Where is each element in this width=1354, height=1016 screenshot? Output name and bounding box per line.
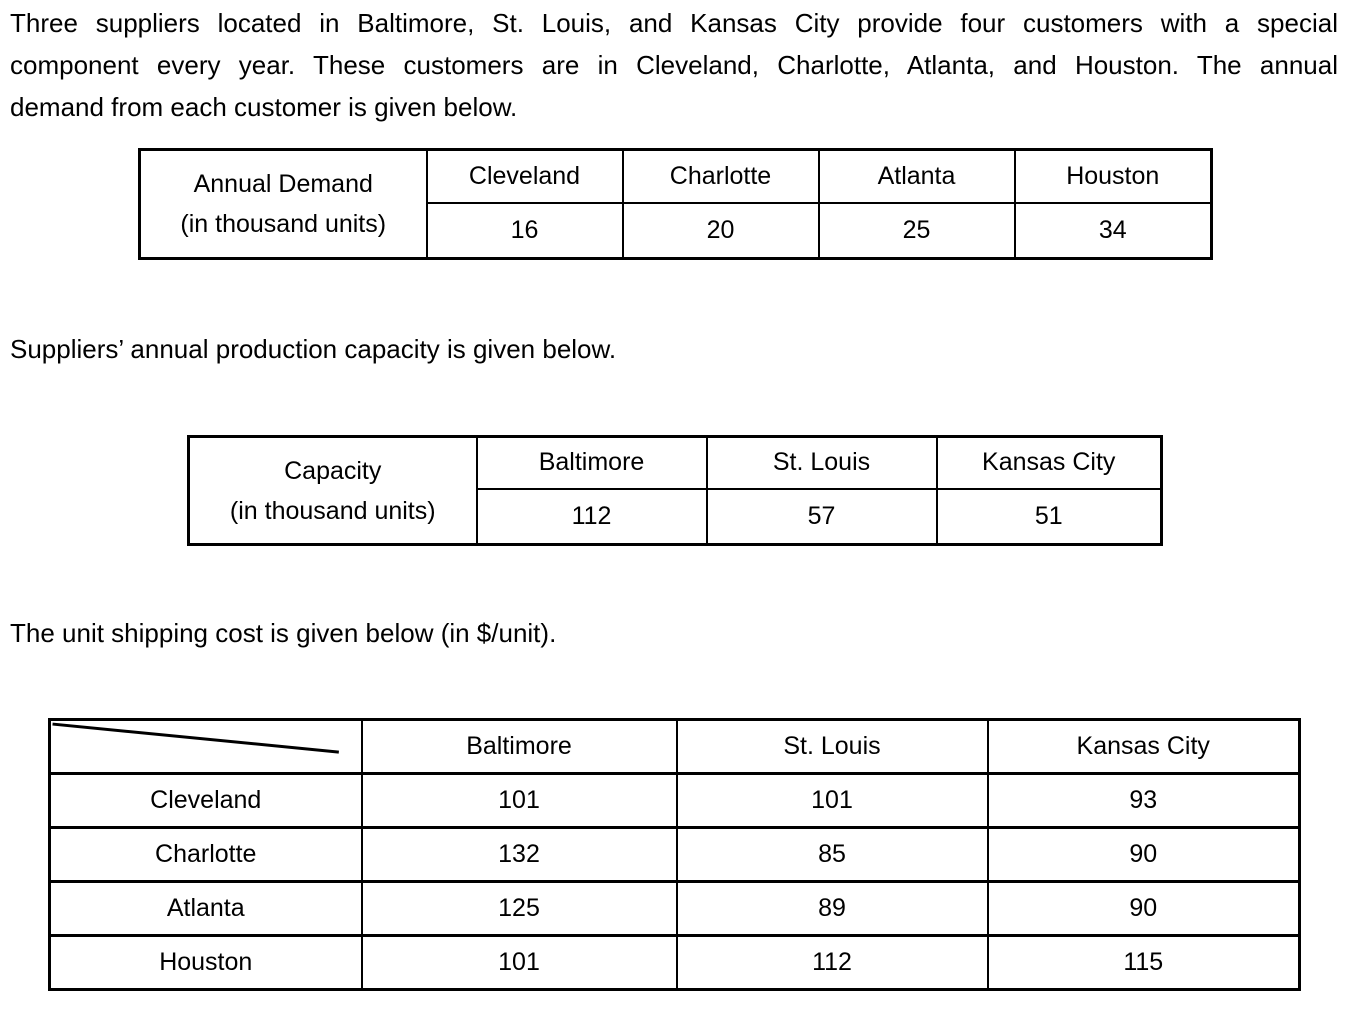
shipping-row-label: Charlotte bbox=[48, 826, 363, 883]
shipping-cost-table: Baltimore St. Louis Kansas City Clevelan… bbox=[48, 718, 1301, 991]
diagonal-line bbox=[52, 722, 339, 754]
intro-line: demand from each customer is given below… bbox=[10, 92, 518, 122]
demand-value: 16 bbox=[425, 201, 624, 260]
capacity-value: 112 bbox=[475, 487, 708, 546]
shipping-column-header: Kansas City bbox=[986, 718, 1301, 775]
capacity-value: 57 bbox=[705, 487, 938, 546]
capacity-label-line2: (in thousand units) bbox=[229, 496, 436, 525]
capacity-column-header: Kansas City bbox=[935, 435, 1163, 490]
capacity-column-header: St. Louis bbox=[705, 435, 938, 490]
shipping-cost-value: 115 bbox=[986, 934, 1301, 991]
shipping-cost-value: 85 bbox=[675, 826, 989, 883]
shipping-paragraph: The unit shipping cost is given below (i… bbox=[10, 618, 557, 648]
shipping-cost-value: 101 bbox=[360, 772, 678, 829]
shipping-row-cleveland: Cleveland 101 101 93 bbox=[48, 772, 1301, 829]
shipping-cost-value: 125 bbox=[360, 880, 678, 937]
demand-column-header: Houston bbox=[1013, 148, 1213, 204]
capacity-column-header: Baltimore bbox=[475, 435, 708, 490]
demand-value: 20 bbox=[621, 201, 820, 260]
capacity-value: 51 bbox=[935, 487, 1163, 546]
capacity-label-line1: Capacity bbox=[284, 456, 382, 485]
shipping-column-header: Baltimore bbox=[360, 718, 678, 775]
demand-value: 34 bbox=[1013, 201, 1213, 260]
shipping-row-houston: Houston 101 112 115 bbox=[48, 934, 1301, 991]
shipping-cost-value: 90 bbox=[986, 880, 1301, 937]
capacity-paragraph: Suppliers’ annual production capacity is… bbox=[10, 334, 617, 364]
shipping-row-label: Cleveland bbox=[48, 772, 363, 829]
shipping-row-atlanta: Atlanta 125 89 90 bbox=[48, 880, 1301, 937]
shipping-row-label: Houston bbox=[48, 934, 363, 991]
demand-label-line1: Annual Demand bbox=[193, 170, 373, 198]
demand-label-line2: (in thousand units) bbox=[180, 210, 387, 238]
annual-demand-table: Annual Demand (in thousand units) Clevel… bbox=[138, 148, 1213, 260]
demand-column-header: Charlotte bbox=[621, 148, 820, 204]
shipping-row-charlotte: Charlotte 132 85 90 bbox=[48, 826, 1301, 883]
shipping-cost-value: 112 bbox=[675, 934, 989, 991]
shipping-cost-value: 93 bbox=[986, 772, 1301, 829]
demand-column-header: Cleveland bbox=[425, 148, 624, 204]
shipping-cost-value: 101 bbox=[675, 772, 989, 829]
shipping-cost-value: 90 bbox=[986, 826, 1301, 883]
demand-value: 25 bbox=[817, 201, 1016, 260]
shipping-cost-value: 89 bbox=[675, 880, 989, 937]
corner-cell bbox=[48, 718, 363, 775]
shipping-column-header: St. Louis bbox=[675, 718, 989, 775]
capacity-row-label: Capacity (in thousand units) bbox=[187, 435, 478, 546]
intro-paragraph: Three suppliers located in Baltimore, St… bbox=[10, 2, 1338, 128]
capacity-table: Capacity (in thousand units) Baltimore S… bbox=[187, 435, 1163, 546]
demand-row-label: Annual Demand (in thousand units) bbox=[138, 148, 428, 260]
intro-line: Three suppliers located in Baltimore, St… bbox=[10, 8, 1338, 38]
shipping-cost-value: 132 bbox=[360, 826, 678, 883]
shipping-cost-value: 101 bbox=[360, 934, 678, 991]
demand-column-header: Atlanta bbox=[817, 148, 1016, 204]
intro-line: component every year. These customers ar… bbox=[10, 50, 1338, 80]
shipping-row-label: Atlanta bbox=[48, 880, 363, 937]
